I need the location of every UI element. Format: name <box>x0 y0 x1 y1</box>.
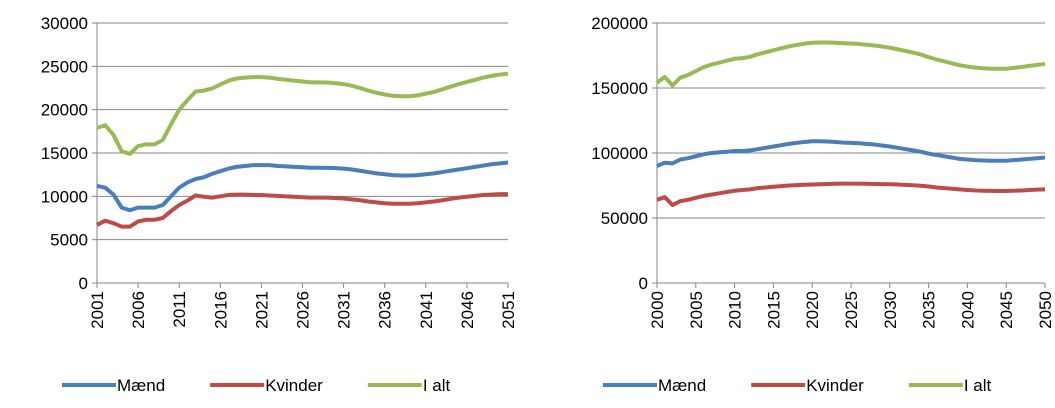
y-tick-label: 30000 <box>41 14 88 33</box>
legend-label: I alt <box>964 376 992 395</box>
y-tick-label: 5000 <box>50 231 88 250</box>
x-tick-label: 2025 <box>842 291 861 329</box>
x-tick-label: 2050 <box>1036 291 1055 329</box>
x-tick-label: 2030 <box>881 291 900 329</box>
x-tick-label: 2031 <box>335 291 354 329</box>
series-line <box>96 71 509 156</box>
y-tick-label: 25000 <box>41 57 88 76</box>
y-tick-label: 15000 <box>41 144 88 163</box>
legend-label: Kvinder <box>265 376 323 395</box>
x-tick-label: 2011 <box>170 291 189 328</box>
x-tick-label: 2035 <box>920 291 939 329</box>
series-line <box>96 192 508 229</box>
y-tick-label: 50000 <box>601 209 648 228</box>
x-tick-label: 2045 <box>997 291 1016 329</box>
x-tick-label: 2040 <box>958 291 977 329</box>
x-tick-label: 2026 <box>294 291 313 329</box>
x-tick-label: 2010 <box>726 291 745 329</box>
x-tick-label: 2036 <box>376 291 395 329</box>
x-tick-label: 2041 <box>417 291 436 329</box>
x-tick-label: 2015 <box>764 291 783 329</box>
y-tick-label: 0 <box>639 274 648 293</box>
legend-label: I alt <box>423 376 451 395</box>
x-tick-label: 2016 <box>211 291 230 329</box>
x-tick-label: 2005 <box>687 291 706 329</box>
legend-label: Kvinder <box>806 376 864 395</box>
series-line <box>96 160 509 213</box>
x-tick-label: 2020 <box>803 291 822 329</box>
y-tick-label: 200000 <box>591 14 648 33</box>
y-tick-label: 100000 <box>591 144 648 163</box>
y-tick-label: 150000 <box>591 79 648 98</box>
legend-label: Mænd <box>117 376 165 395</box>
y-tick-label: 10000 <box>41 187 88 206</box>
x-tick-label: 2006 <box>129 291 148 329</box>
y-tick-label: 20000 <box>41 101 88 120</box>
series-line <box>656 181 1046 207</box>
x-tick-label: 2051 <box>499 291 518 329</box>
legend-label: Mænd <box>658 376 706 395</box>
x-tick-label: 2001 <box>88 291 107 329</box>
series-line <box>656 139 1046 168</box>
x-tick-label: 2000 <box>648 291 667 329</box>
x-tick-label: 2021 <box>252 291 271 329</box>
y-tick-label: 0 <box>79 274 88 293</box>
series-line <box>655 40 1046 88</box>
x-tick-label: 2046 <box>458 291 477 329</box>
